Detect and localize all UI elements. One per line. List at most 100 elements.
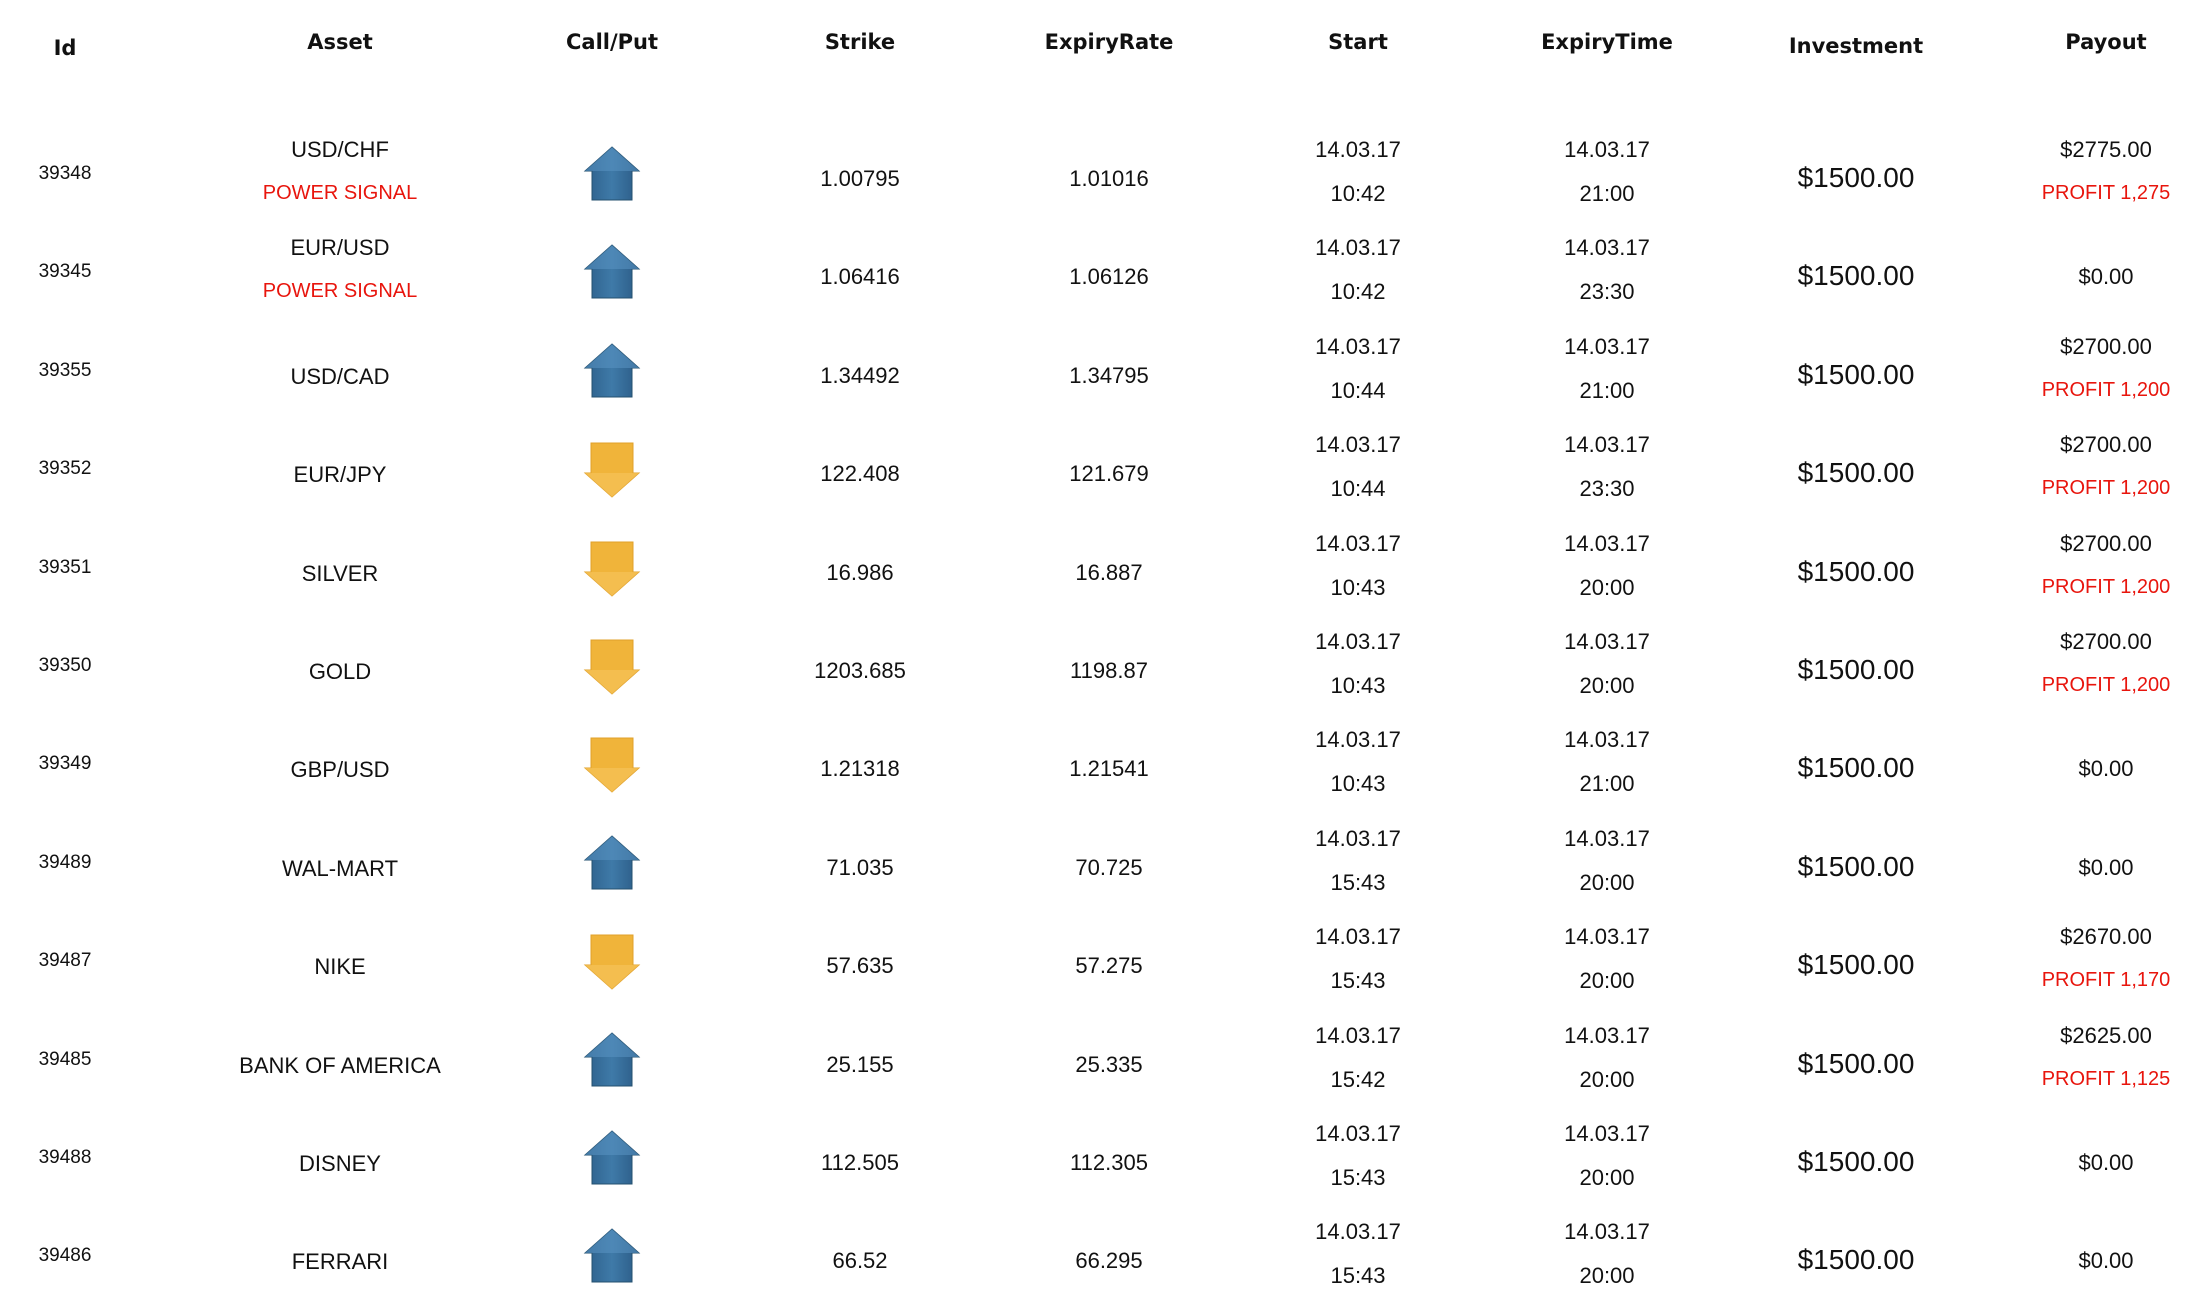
expiry-rate-value: 1.06126 [1069, 264, 1149, 290]
trade-id: 39355 [38, 359, 92, 381]
expiry-date: 14.03.17 [1564, 1022, 1650, 1048]
header-call-put[interactable]: Call/Put [565, 30, 659, 54]
expiry-cell: 14.03.17 20:00 [1527, 815, 1687, 913]
start-cell: 14.03.17 15:43 [1278, 815, 1438, 913]
payout-amount: $0.00 [2078, 756, 2134, 782]
trade-id: 39489 [38, 851, 92, 873]
asset-name: GOLD [308, 659, 372, 684]
start-date: 14.03.17 [1315, 1022, 1401, 1048]
strike-value: 112.505 [821, 1150, 899, 1175]
header-expiry-time[interactable]: ExpiryTime [1541, 30, 1673, 54]
asset-name: EUR/JPY [293, 462, 387, 488]
asset-cell: EUR/USD POWER SIGNAL [200, 224, 480, 322]
payout-amount: $0.00 [2078, 1150, 2134, 1175]
trade-id: 39351 [38, 556, 92, 578]
table-row[interactable]: 39345 EUR/USD POWER SIGNAL 1.06416 1.061… [0, 224, 2190, 322]
table-row[interactable]: 39351 SILVER 16.986 16.887 14.03.17 10:4… [0, 520, 2190, 618]
asset-cell: USD/CAD [200, 323, 480, 421]
asset-cell: SILVER [200, 520, 480, 618]
start-cell: 14.03.17 15:43 [1278, 1110, 1438, 1208]
trade-id: 39350 [38, 655, 92, 676]
table-row[interactable]: 39352 EUR/JPY 122.408 121.679 14.03.17 1… [0, 421, 2190, 519]
payout-cell: $2700.00 PROFIT 1,200 [2006, 421, 2190, 519]
header-id[interactable]: Id [53, 36, 77, 60]
header-expiry-rate[interactable]: ExpiryRate [1044, 30, 1174, 54]
payout-amount: $2625.00 [2060, 1022, 2152, 1048]
table-header: Id Asset Call/Put Strike ExpiryRate Star… [0, 0, 2190, 100]
start-cell: 14.03.17 10:43 [1278, 618, 1438, 716]
expiry-cell: 14.03.17 21:00 [1527, 323, 1687, 421]
table-row[interactable]: 39355 USD/CAD 1.34492 1.34795 14.03.17 1… [0, 323, 2190, 421]
header-strike[interactable]: Strike [824, 30, 896, 54]
expiry-rate-value: 1.34795 [1069, 362, 1149, 388]
table-row[interactable]: 39349 GBP/USD 1.21318 1.21541 14.03.17 1… [0, 716, 2190, 814]
expiry-cell: 14.03.17 20:00 [1527, 618, 1687, 716]
payout-amount: $0.00 [2078, 854, 2134, 880]
expiry-time: 20:00 [1579, 1263, 1635, 1289]
asset-name: EUR/USD [290, 235, 390, 261]
profit-label: PROFIT 1,200 [2041, 378, 2171, 401]
table-row[interactable]: 39487 NIKE 57.635 57.275 14.03.17 15:43 … [0, 913, 2190, 1011]
table-row[interactable]: 39485 BANK OF AMERICA 25.155 25.335 14.0… [0, 1012, 2190, 1110]
expiry-time: 20:00 [1579, 869, 1635, 895]
table-row[interactable]: 39350 GOLD 1203.685 1198.87 14.03.17 10:… [0, 618, 2190, 716]
start-date: 14.03.17 [1315, 727, 1401, 753]
asset-cell: FERRARI [200, 1208, 480, 1306]
table-row[interactable]: 39348 USD/CHF POWER SIGNAL 1.00795 1.010… [0, 126, 2190, 224]
table-row[interactable]: 39486 FERRARI 66.52 66.295 14.03.17 15:4… [0, 1208, 2190, 1306]
header-start[interactable]: Start [1328, 30, 1388, 54]
down-arrow-icon [582, 636, 642, 696]
expiry-date: 14.03.17 [1564, 333, 1650, 359]
payout-amount: $0.00 [2078, 264, 2134, 290]
start-time: 10:44 [1330, 476, 1386, 502]
expiry-cell: 14.03.17 20:00 [1527, 913, 1687, 1011]
expiry-rate-value: 16.887 [1075, 559, 1143, 585]
table-row[interactable]: 39489 WAL-MART 71.035 70.725 14.03.17 15… [0, 815, 2190, 913]
start-cell: 14.03.17 15:42 [1278, 1012, 1438, 1110]
table-row[interactable]: 39488 DISNEY 112.505 112.305 14.03.17 15… [0, 1110, 2190, 1208]
start-date: 14.03.17 [1315, 530, 1401, 556]
start-cell: 14.03.17 10:42 [1278, 126, 1438, 224]
expiry-rate-value: 66.295 [1075, 1248, 1143, 1274]
strike-value: 16.986 [826, 559, 894, 585]
expiry-time: 21:00 [1579, 771, 1635, 797]
down-arrow-icon [582, 439, 642, 499]
start-time: 15:42 [1330, 1066, 1386, 1092]
start-cell: 14.03.17 10:44 [1278, 421, 1438, 519]
expiry-date: 14.03.17 [1564, 727, 1650, 753]
strike-value: 25.155 [826, 1051, 894, 1077]
start-date: 14.03.17 [1315, 1219, 1401, 1245]
trade-id: 39485 [38, 1048, 92, 1070]
start-cell: 14.03.17 10:44 [1278, 323, 1438, 421]
header-asset[interactable]: Asset [307, 30, 373, 54]
payout-amount: $2700.00 [2060, 333, 2152, 359]
investment-value: $1500.00 [1797, 457, 1915, 489]
up-arrow-icon [582, 833, 642, 893]
header-payout[interactable]: Payout [2065, 30, 2147, 54]
expiry-date: 14.03.17 [1564, 924, 1650, 950]
strike-value: 1.34492 [820, 362, 900, 388]
expiry-cell: 14.03.17 23:30 [1527, 224, 1687, 322]
expiry-time: 21:00 [1579, 181, 1635, 206]
expiry-rate-value: 112.305 [1070, 1150, 1148, 1175]
payout-cell: $2700.00 PROFIT 1,200 [2006, 323, 2190, 421]
expiry-rate-value: 1198.87 [1070, 658, 1148, 683]
investment-value: $1500.00 [1797, 555, 1915, 587]
expiry-date: 14.03.17 [1564, 1219, 1650, 1245]
asset-cell: GBP/USD [200, 716, 480, 814]
trade-id: 39487 [38, 950, 92, 972]
payout-amount: $2670.00 [2060, 924, 2152, 950]
expiry-rate-value: 25.335 [1075, 1051, 1143, 1077]
expiry-cell: 14.03.17 20:00 [1527, 1110, 1687, 1208]
payout-amount: $0.00 [2078, 1248, 2134, 1274]
strike-value: 66.52 [832, 1248, 888, 1274]
investment-value: $1500.00 [1797, 260, 1915, 292]
investment-value: $1500.00 [1797, 1047, 1915, 1079]
header-investment[interactable]: Investment [1788, 34, 1924, 58]
start-time: 10:44 [1330, 377, 1386, 403]
payout-cell: $2670.00 PROFIT 1,170 [2006, 913, 2190, 1011]
expiry-time: 21:00 [1579, 377, 1635, 403]
up-arrow-icon [582, 1128, 642, 1188]
asset-name: USD/CAD [290, 363, 390, 389]
trade-id: 39486 [38, 1245, 92, 1267]
